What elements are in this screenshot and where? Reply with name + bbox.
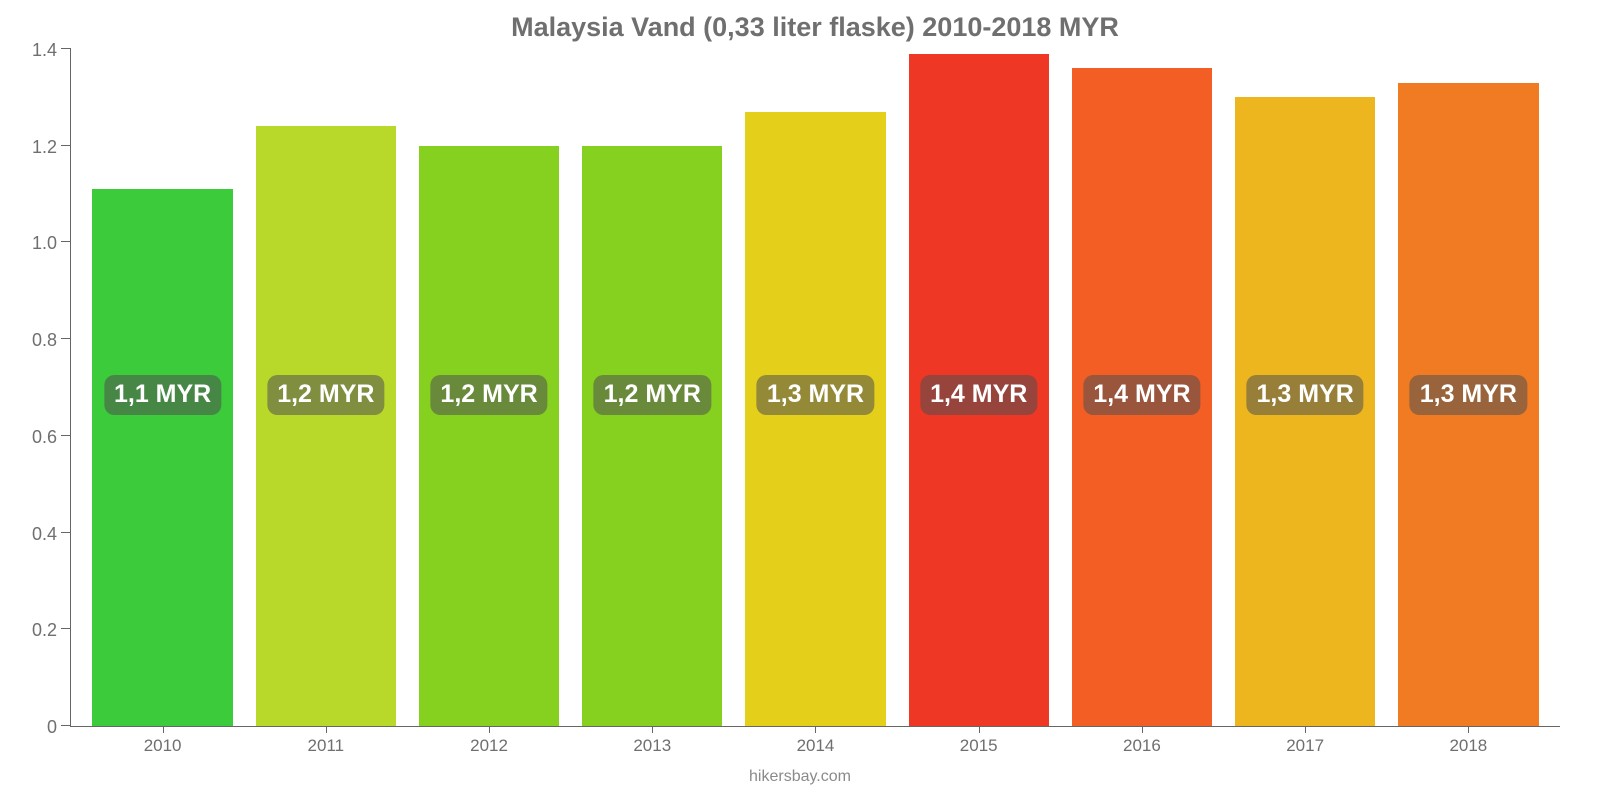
x-tick-label: 2013 [633,736,671,756]
x-tick-mark [489,726,490,733]
y-tick: 1.0 [61,241,71,242]
bar [582,146,722,726]
y-tick-label: 0 [47,717,57,738]
y-tick: 1.4 [61,48,71,49]
bar-slot: 1,3 MYR2018 [1387,49,1550,726]
y-tick-label: 1.0 [32,233,57,254]
plot-area: 1,1 MYR20101,2 MYR20111,2 MYR20121,2 MYR… [70,49,1560,727]
bar-slot: 1,3 MYR2017 [1224,49,1387,726]
bar-value-label: 1,2 MYR [430,375,547,415]
x-tick-mark [1142,726,1143,733]
x-tick-label: 2012 [470,736,508,756]
bar [92,189,232,726]
bar-value-label: 1,3 MYR [757,375,874,415]
bar-slot: 1,2 MYR2012 [407,49,570,726]
y-tick: 1.2 [61,145,71,146]
y-tick-label: 0.6 [32,427,57,448]
x-tick-label: 2010 [144,736,182,756]
y-tick-label: 0.8 [32,330,57,351]
bar-slot: 1,1 MYR2010 [81,49,244,726]
chart-credit: hikersbay.com [749,768,851,786]
x-tick-mark [815,726,816,733]
bar [419,146,559,726]
y-tick: 0.2 [61,628,71,629]
bar-value-label: 1,4 MYR [1083,375,1200,415]
x-tick-mark [1468,726,1469,733]
bar-slot: 1,3 MYR2014 [734,49,897,726]
y-tick: 0.4 [61,532,71,533]
bar-value-label: 1,4 MYR [920,375,1037,415]
bar-value-label: 1,3 MYR [1410,375,1527,415]
x-tick-mark [326,726,327,733]
bar-chart: Malaysia Vand (0,33 liter flaske) 2010-2… [0,0,1600,800]
bar [256,126,396,726]
bar-slot: 1,4 MYR2015 [897,49,1060,726]
y-tick: 0.8 [61,338,71,339]
x-tick-mark [163,726,164,733]
bar-slot: 1,2 MYR2011 [244,49,407,726]
bar-slot: 1,2 MYR2013 [571,49,734,726]
x-tick-label: 2017 [1286,736,1324,756]
bar-value-label: 1,1 MYR [104,375,221,415]
x-tick-label: 2014 [797,736,835,756]
y-tick: 0.6 [61,435,71,436]
x-tick-label: 2011 [308,736,345,756]
bar-value-label: 1,3 MYR [1247,375,1364,415]
bars-container: 1,1 MYR20101,2 MYR20111,2 MYR20121,2 MYR… [71,49,1560,726]
x-tick-mark [652,726,653,733]
y-tick-label: 1.2 [32,137,57,158]
y-tick-label: 0.2 [32,620,57,641]
chart-title: Malaysia Vand (0,33 liter flaske) 2010-2… [70,12,1560,43]
y-tick: 0 [61,725,71,726]
x-tick-mark [979,726,980,733]
y-tick-label: 0.4 [32,524,57,545]
bar-slot: 1,4 MYR2016 [1060,49,1223,726]
bar-value-label: 1,2 MYR [267,375,384,415]
x-tick-label: 2018 [1449,736,1487,756]
x-tick-label: 2016 [1123,736,1161,756]
bar-value-label: 1,2 MYR [594,375,711,415]
bar [745,112,885,726]
y-tick-label: 1.4 [32,40,57,61]
x-tick-label: 2015 [960,736,998,756]
x-tick-mark [1305,726,1306,733]
